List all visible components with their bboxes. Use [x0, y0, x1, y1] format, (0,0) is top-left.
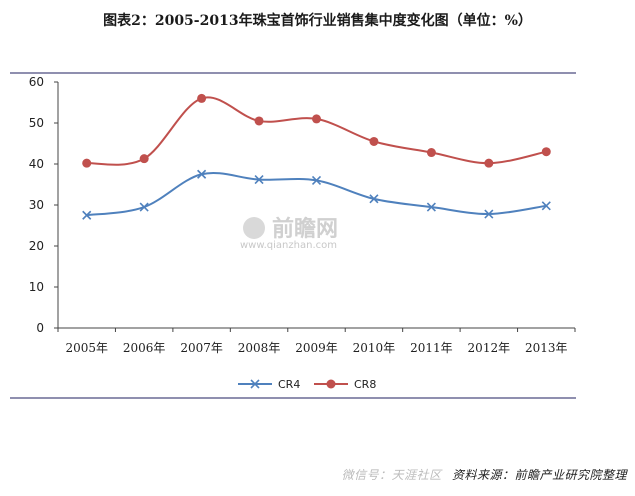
watermark: 前瞻网 — [243, 216, 338, 242]
legend-marker-cr8 — [326, 379, 336, 389]
marker-stroke — [139, 202, 149, 212]
data-point-cr4 — [369, 194, 379, 204]
overlay-text: 微信号：天涯社区 — [341, 468, 442, 482]
data-point-cr4 — [426, 202, 436, 212]
legend: CR4 CR8 — [238, 378, 376, 391]
x-tick-label: 2008年 — [238, 341, 281, 355]
watermark-url: www.qianzhan.com — [240, 240, 337, 251]
data-point-cr4 — [139, 202, 149, 212]
data-point-cr4 — [541, 201, 551, 211]
x-tick-label: 2010年 — [353, 341, 396, 355]
x-tick-label: 2006年 — [123, 341, 166, 355]
legend-label-cr4: CR4 — [278, 378, 300, 391]
x-tick-label: 2005年 — [65, 341, 108, 355]
source-note: 微信号：天涯社区 资料来源：前瞻产业研究院整理 — [342, 466, 627, 483]
data-point-cr8 — [82, 158, 92, 168]
data-point-cr4 — [311, 175, 322, 185]
marker-stroke — [311, 175, 322, 185]
x-tick-label: 2013年 — [525, 341, 568, 355]
y-tick-label: 10 — [29, 280, 44, 294]
data-point-cr8 — [369, 136, 379, 146]
series-line-cr8 — [86, 96, 547, 166]
data-point-cr8 — [312, 114, 321, 124]
y-tick-label: 30 — [29, 198, 44, 212]
data-point-cr8 — [197, 93, 207, 103]
marker-stroke — [369, 194, 379, 204]
marker-stroke — [254, 175, 264, 185]
marker-stroke — [197, 169, 207, 179]
data-point-cr4 — [197, 169, 207, 179]
x-tick-label: 2012年 — [468, 341, 511, 355]
chart-title: 图表2：2005-2013年珠宝首饰行业销售集中度变化图（单位：%） — [103, 13, 532, 29]
x-tick-label: 2009年 — [295, 341, 338, 355]
data-point-cr4 — [484, 209, 494, 219]
marker-stroke — [426, 202, 436, 212]
watermark-logo-icon — [243, 217, 265, 239]
y-tick-label: 20 — [29, 239, 44, 253]
data-point-cr8 — [426, 148, 436, 158]
marker-stroke — [484, 209, 494, 219]
axes: 0 10 20 30 40 50 60 2005年 2006年 2007年 2008年 2009年 20… — [29, 75, 576, 355]
y-tick-label: 60 — [29, 75, 44, 89]
source-text: 资料来源：前瞻产业研究院整理 — [451, 468, 627, 482]
legend-label-cr8: CR8 — [354, 378, 376, 391]
data-point-cr4 — [82, 210, 92, 220]
x-tick-label: 2011年 — [410, 341, 453, 355]
data-point-cr8 — [541, 147, 551, 157]
legend-marker-cr4 — [250, 379, 260, 389]
marker-stroke — [541, 201, 551, 211]
data-point-cr8 — [254, 116, 264, 126]
y-tick-label: 0 — [36, 321, 44, 335]
y-tick-label: 50 — [29, 116, 44, 130]
data-point-cr4 — [254, 175, 264, 185]
y-tick-label: 40 — [29, 157, 44, 171]
marker-stroke — [82, 210, 92, 220]
watermark-text: 前瞻网 — [272, 216, 338, 242]
x-tick-label: 2007年 — [180, 341, 223, 355]
data-point-cr8 — [139, 154, 149, 164]
series-group — [82, 93, 551, 220]
data-point-cr8 — [484, 158, 494, 168]
